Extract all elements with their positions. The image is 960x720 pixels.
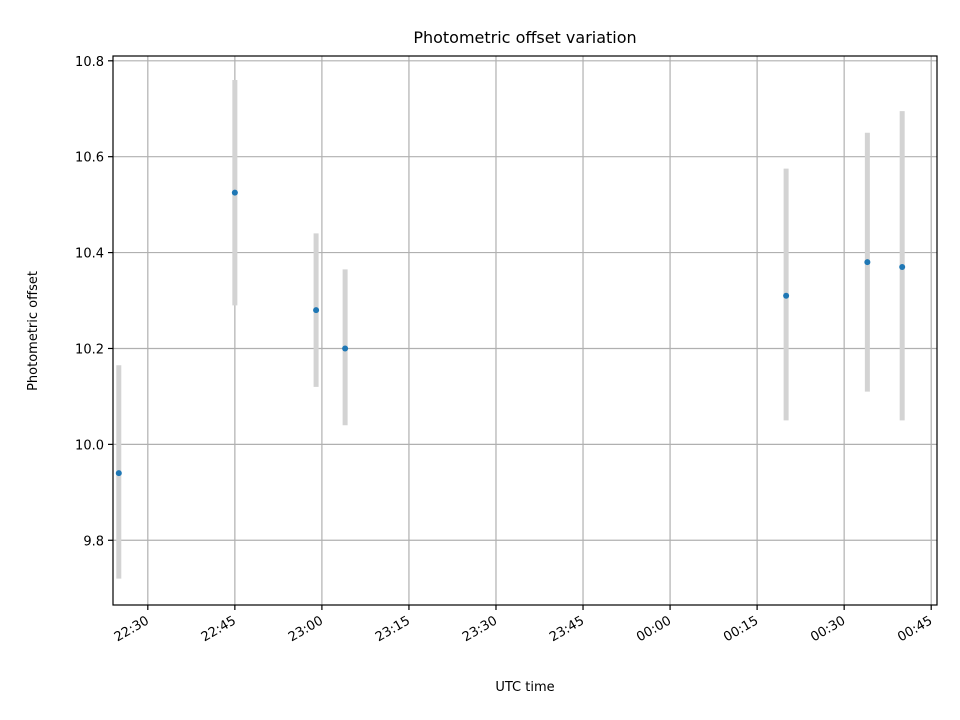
x-tick-label: 00:00: [634, 613, 674, 645]
x-tick-label: 00:45: [895, 613, 935, 645]
y-tick-label: 10.8: [75, 55, 104, 70]
y-tick-label: 10.6: [75, 151, 104, 166]
x-tick-label: 00:30: [808, 613, 848, 645]
y-tick-label: 10.4: [75, 247, 104, 262]
data-point: [313, 307, 320, 314]
x-tick-label: 22:30: [112, 613, 152, 645]
grid: [113, 56, 937, 605]
x-tick-label: 22:45: [199, 613, 239, 645]
x-axis: 22:30 22:45 23:00 23:15 23:30 23:45 00:00 00:15…: [112, 605, 935, 645]
data-point: [899, 263, 906, 270]
y-axis: 9.8 10.0 10.2 10.4 10.6 10.8: [75, 55, 113, 549]
data-point: [864, 259, 871, 266]
x-tick-label: 23:00: [286, 613, 326, 645]
y-tick-label: 9.8: [83, 534, 104, 549]
x-axis-label: UTC time: [495, 680, 554, 695]
x-tick-label: 23:30: [460, 613, 500, 645]
data-points: [115, 189, 906, 477]
y-axis-label: Photometric offset: [26, 271, 41, 391]
x-tick-label: 00:15: [721, 613, 761, 645]
plot-frame: [112, 55, 938, 606]
y-tick-label: 10.2: [75, 342, 104, 357]
chart-title: Photometric offset variation: [413, 28, 636, 47]
error-bars: [116, 79, 905, 579]
data-point: [783, 292, 790, 299]
x-tick-label: 23:45: [547, 613, 587, 645]
y-tick-label: 10.0: [75, 438, 104, 453]
data-point: [115, 470, 122, 477]
x-tick-label: 23:15: [373, 613, 413, 645]
data-point: [342, 345, 349, 352]
data-point: [231, 189, 238, 196]
